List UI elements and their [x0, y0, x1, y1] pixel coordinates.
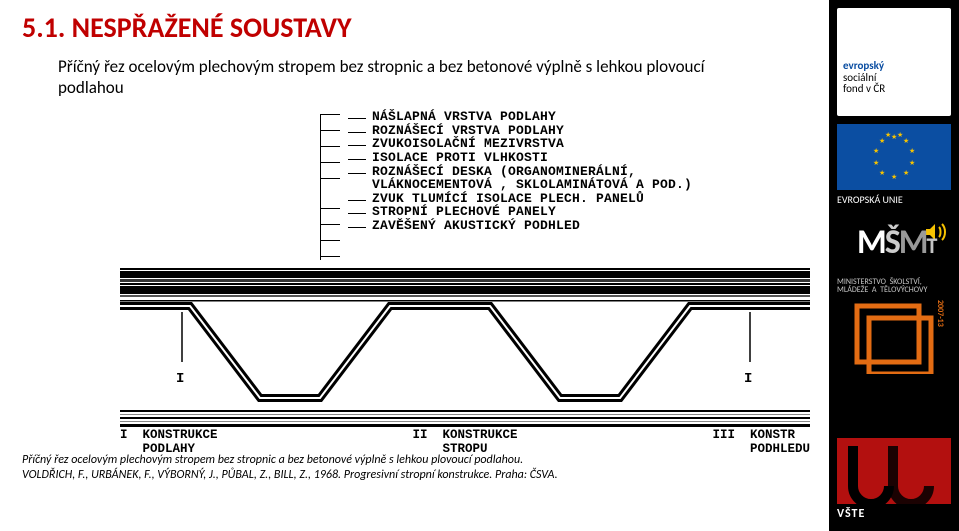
- section-I: I KONSTRUKCE PODLAHY: [120, 428, 218, 456]
- section-III: III KONSTR PODHLEDU: [712, 428, 810, 456]
- eu-logo: ★★ ★★ ★★ ★★ ★★ ★★ EVROPSKÁ UNIE: [837, 124, 951, 206]
- legend-line: ZVUK TLUMÍCÍ ISOLACE PLECH. PANELŮ: [372, 192, 644, 206]
- section-II: II KONSTRUKCE STROPU: [412, 428, 517, 456]
- legend-line: ISOLACE PROTI VLHKOSTI: [372, 151, 548, 165]
- slide-title: 5.1. NESPŘAŽENÉ SOUSTAVY: [22, 10, 352, 45]
- svg-text:I: I: [744, 371, 752, 387]
- vste-mark-icon: [837, 438, 951, 504]
- legend-line: NÁŠLAPNÁ VRSTVA PODLAHY: [372, 110, 556, 124]
- legend-line: ROZNÁŠECÍ VRSTVA PODLAHY: [372, 124, 564, 138]
- esf-text: evropský sociální fond v ČR: [837, 56, 891, 95]
- legend-line: ZAVĚŠENÝ AKUSTICKÝ PODHLED: [372, 219, 580, 233]
- msmt-text: MINISTERSTVO ŠKOLSTVÍ, MLÁDEŽE A TĚLOVÝC…: [837, 278, 951, 295]
- esf-people-icon: [862, 14, 926, 56]
- diagram-legend: NÁŠLAPNÁ VRSTVA PODLAHY ROZNÁŠECÍ VRSTVA…: [348, 110, 810, 233]
- esf-logo: evropský sociální fond v ČR: [837, 8, 951, 116]
- vste-logo: VŠTE: [837, 438, 951, 521]
- op-vk-logo: 2007-13: [851, 300, 937, 374]
- diagram: NÁŠLAPNÁ VRSTVA PODLAHY ROZNÁŠECÍ VRSTVA…: [120, 110, 810, 455]
- vste-label: VŠTE: [837, 507, 951, 521]
- slide-subtitle: Příčný řez ocelovým plechovým stropem be…: [58, 56, 738, 99]
- legend-line: VLÁKNOCEMENTOVÁ , SKLOLAMINÁTOVÁ A POD.): [372, 178, 692, 192]
- esf-line: fond v ČR: [843, 83, 885, 95]
- legend-line: STROPNÍ PLECHOVÉ PANELY: [372, 205, 556, 219]
- legend-line: ZVUKOISOLAČNÍ MEZIVRSTVA: [372, 137, 564, 151]
- msmt-mark-icon: MŠMT: [837, 222, 951, 276]
- bracket-lines: [320, 114, 321, 260]
- op-years-label: 2007-13: [935, 300, 945, 327]
- esf-line: evropský: [843, 60, 885, 72]
- msmt-logo: MŠMT MINISTERSTVO ŠKOLSTVÍ, MLÁDEŽE A TĚ…: [837, 222, 951, 295]
- profiled-panels: I I: [120, 300, 810, 410]
- eu-flag-icon: ★★ ★★ ★★ ★★ ★★ ★★: [837, 124, 951, 190]
- eu-label: EVROPSKÁ UNIE: [837, 193, 951, 206]
- sidebar: evropský sociální fond v ČR ★★ ★★ ★★ ★★ …: [829, 0, 959, 531]
- ceiling-lines: [120, 410, 810, 429]
- slide: 5.1. NESPŘAŽENÉ SOUSTAVY Příčný řez ocel…: [0, 0, 959, 531]
- legend-line: ROZNÁŠECÍ DESKA (ORGANOMINERÁLNÍ,: [372, 165, 636, 179]
- figure-citation: Příčný řez ocelovým plechovým stropem be…: [22, 453, 292, 483]
- floor-layers: [120, 268, 810, 298]
- svg-text:I: I: [176, 371, 184, 387]
- section-labels: I KONSTRUKCE PODLAHY II KONSTRUKCE STROP…: [120, 428, 810, 456]
